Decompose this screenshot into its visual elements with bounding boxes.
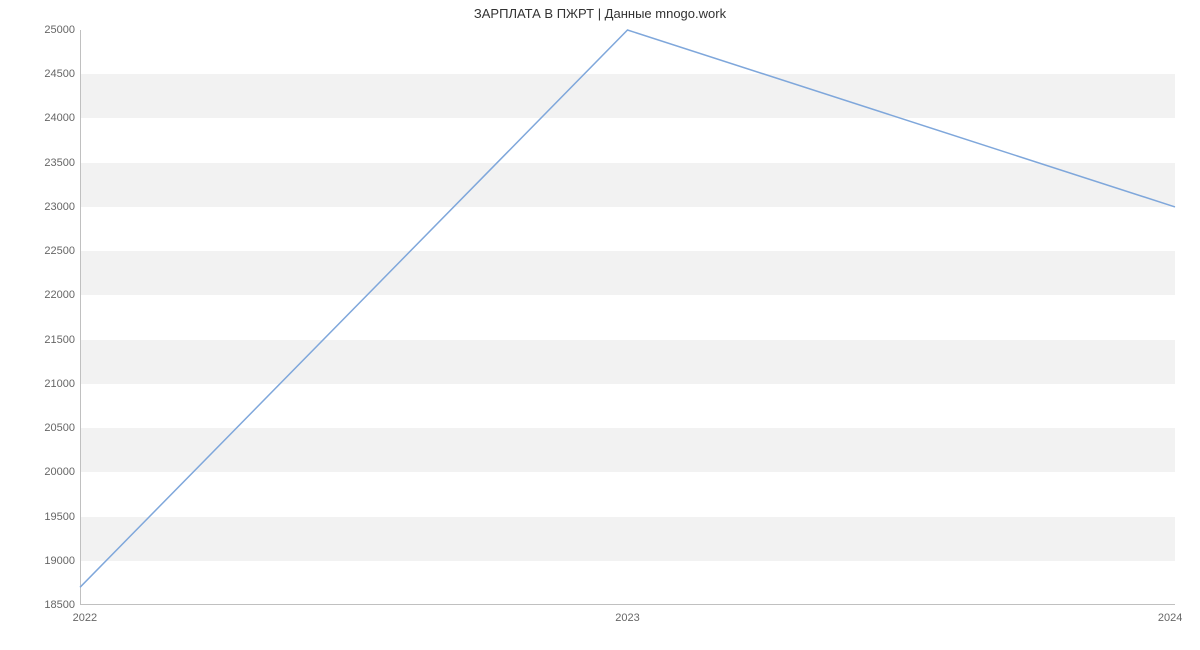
y-tick-label: 22500 <box>5 245 75 257</box>
y-tick-label: 21500 <box>5 334 75 346</box>
y-tick-label: 20500 <box>5 422 75 434</box>
y-tick-label: 22000 <box>5 289 75 301</box>
y-tick-label: 20000 <box>5 466 75 478</box>
x-tick-label: 2023 <box>615 612 639 624</box>
y-tick-label: 25000 <box>5 24 75 36</box>
x-tick-label: 2022 <box>73 612 97 624</box>
y-tick-label: 24000 <box>5 112 75 124</box>
y-tick-label: 21000 <box>5 378 75 390</box>
line-chart: ЗАРПЛАТА В ПЖРТ | Данные mnogo.work <box>0 0 1200 650</box>
y-tick-label: 19000 <box>5 555 75 567</box>
chart-svg <box>80 30 1175 605</box>
chart-title: ЗАРПЛАТА В ПЖРТ | Данные mnogo.work <box>0 6 1200 21</box>
y-tick-label: 24500 <box>5 68 75 80</box>
y-tick-label: 18500 <box>5 599 75 611</box>
y-tick-label: 23000 <box>5 201 75 213</box>
x-tick-label: 2024 <box>1158 612 1182 624</box>
y-tick-label: 23500 <box>5 157 75 169</box>
series-line-salary <box>80 30 1175 587</box>
y-tick-label: 19500 <box>5 511 75 523</box>
